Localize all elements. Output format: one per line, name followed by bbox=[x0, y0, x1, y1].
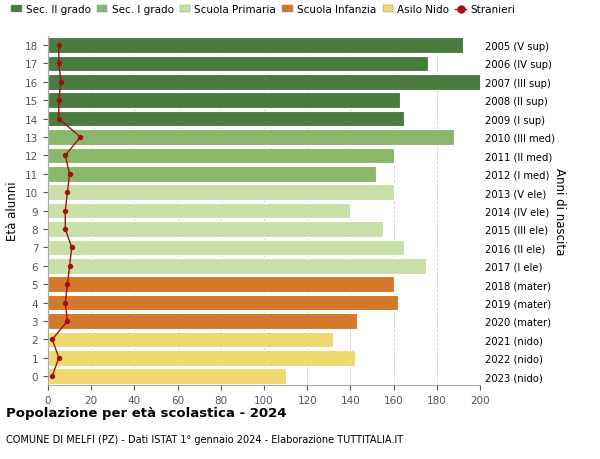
Bar bbox=[48, 203, 350, 219]
Bar bbox=[48, 112, 404, 127]
Text: COMUNE DI MELFI (PZ) - Dati ISTAT 1° gennaio 2024 - Elaborazione TUTTITALIA.IT: COMUNE DI MELFI (PZ) - Dati ISTAT 1° gen… bbox=[6, 434, 403, 444]
Legend: Sec. II grado, Sec. I grado, Scuola Primaria, Scuola Infanzia, Asilo Nido, Stran: Sec. II grado, Sec. I grado, Scuola Prim… bbox=[11, 5, 515, 15]
Bar bbox=[48, 350, 355, 366]
Point bbox=[65, 171, 74, 178]
Bar bbox=[48, 185, 394, 201]
Bar bbox=[48, 148, 394, 164]
Point bbox=[47, 373, 57, 380]
Bar bbox=[48, 75, 484, 90]
Point bbox=[61, 207, 70, 215]
Point bbox=[62, 189, 72, 196]
Point bbox=[54, 354, 64, 362]
Bar bbox=[48, 167, 376, 182]
Text: Popolazione per età scolastica - 2024: Popolazione per età scolastica - 2024 bbox=[6, 406, 287, 419]
Point bbox=[61, 226, 70, 233]
Bar bbox=[48, 295, 398, 311]
Y-axis label: Età alunni: Età alunni bbox=[7, 181, 19, 241]
Bar bbox=[48, 277, 394, 292]
Point bbox=[62, 318, 72, 325]
Point bbox=[62, 281, 72, 288]
Bar bbox=[48, 93, 400, 109]
Bar bbox=[48, 369, 286, 384]
Bar bbox=[48, 258, 426, 274]
Bar bbox=[48, 38, 463, 54]
Y-axis label: Anni di nascita: Anni di nascita bbox=[553, 168, 566, 255]
Point bbox=[54, 97, 64, 105]
Point bbox=[61, 299, 70, 307]
Point bbox=[47, 336, 57, 343]
Bar bbox=[48, 222, 383, 237]
Bar bbox=[48, 240, 404, 256]
Bar bbox=[48, 332, 333, 347]
Point bbox=[65, 263, 74, 270]
Point bbox=[54, 61, 64, 68]
Point bbox=[76, 134, 85, 141]
Point bbox=[56, 79, 66, 86]
Point bbox=[54, 116, 64, 123]
Point bbox=[67, 244, 77, 252]
Point bbox=[54, 42, 64, 50]
Bar bbox=[48, 56, 428, 72]
Point bbox=[61, 152, 70, 160]
Bar bbox=[48, 130, 454, 146]
Bar bbox=[48, 313, 357, 329]
